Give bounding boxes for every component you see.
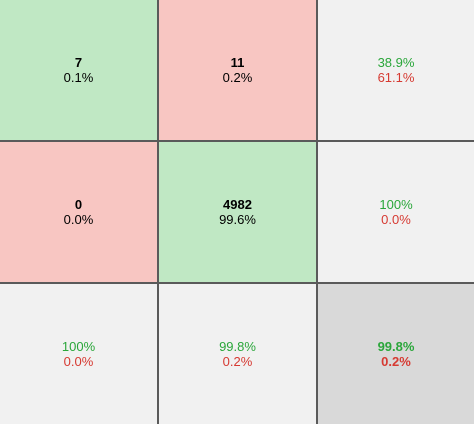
cell: 99.8% 0.2%	[159, 284, 316, 424]
cell: 0 0.0%	[0, 142, 157, 282]
correct-rate: 99.8%	[219, 339, 256, 354]
cell: 100% 0.0%	[318, 142, 474, 282]
error-rate: 61.1%	[377, 70, 415, 85]
percent: 0.1%	[63, 70, 94, 85]
correct-rate: 38.9%	[377, 55, 415, 70]
overall-accuracy: 99.8%	[377, 339, 415, 354]
percent: 0.2%	[222, 70, 253, 85]
percent: 0.0%	[63, 212, 94, 227]
cell: 11 0.2%	[159, 0, 316, 140]
correct-rate: 100%	[61, 339, 96, 354]
overall-error: 0.2%	[381, 354, 411, 369]
correct-rate: 100%	[379, 197, 413, 212]
cell: 7 0.1%	[0, 0, 157, 140]
error-rate: 0.0%	[63, 354, 94, 369]
count: 7	[74, 55, 83, 70]
count: 0	[74, 197, 83, 212]
cell: 4982 99.6%	[159, 142, 316, 282]
cell: 99.8% 0.2%	[318, 284, 474, 424]
cell: 38.9% 61.1%	[318, 0, 474, 140]
percent: 99.6%	[219, 212, 256, 227]
count: 4982	[223, 197, 252, 212]
error-rate: 0.0%	[381, 212, 411, 227]
cell: 100% 0.0%	[0, 284, 157, 424]
count: 11	[230, 55, 245, 70]
error-rate: 0.2%	[222, 354, 253, 369]
